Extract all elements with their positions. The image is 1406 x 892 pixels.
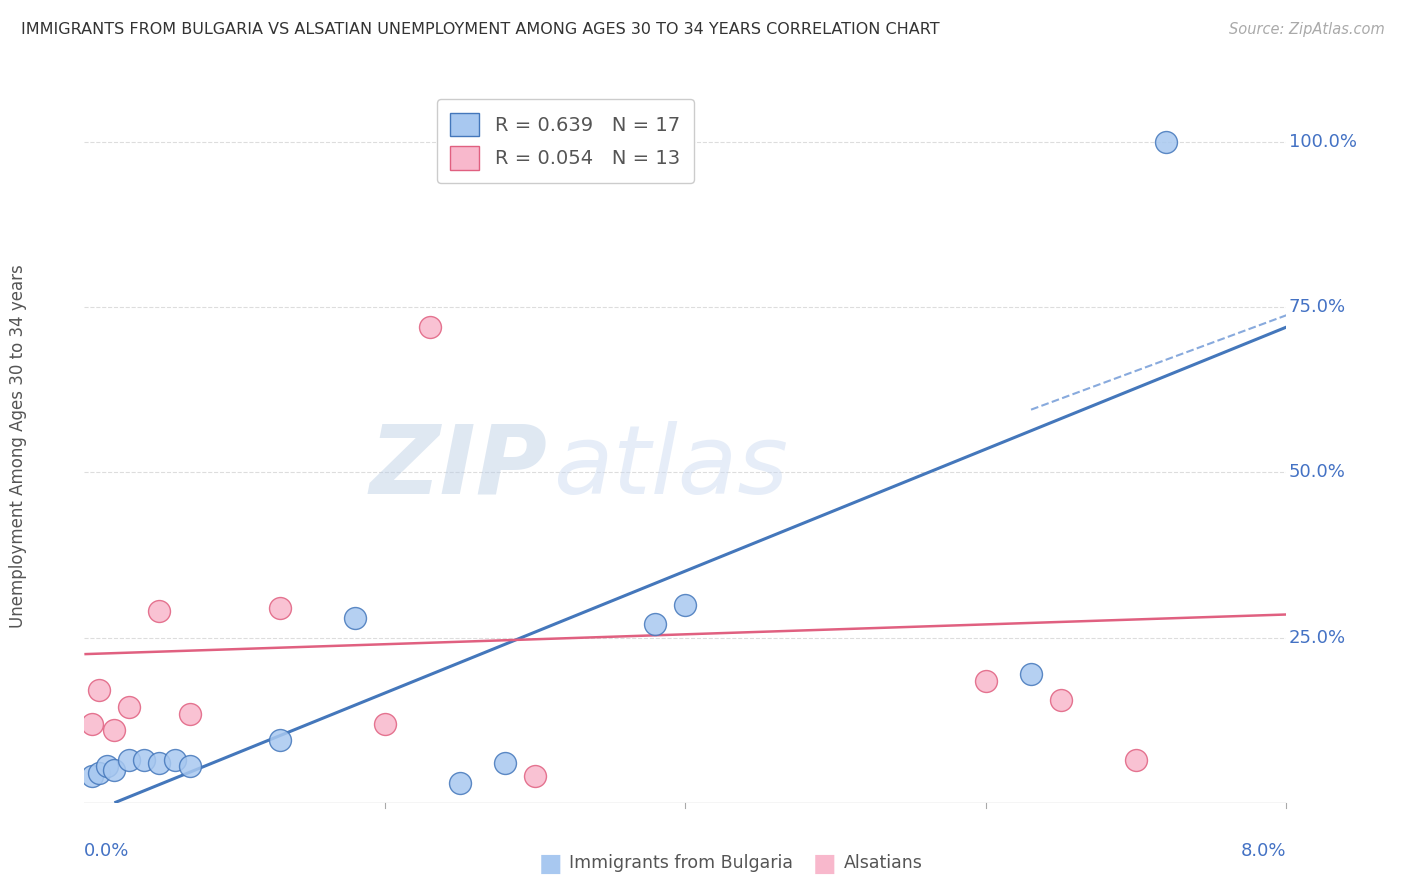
Text: ■: ■ [813, 852, 837, 875]
Point [419, 320, 441, 334]
Text: Alsatians: Alsatians [844, 855, 922, 872]
Point [494, 756, 516, 771]
Text: IMMIGRANTS FROM BULGARIA VS ALSATIAN UNEMPLOYMENT AMONG AGES 30 TO 34 YEARS CORR: IMMIGRANTS FROM BULGARIA VS ALSATIAN UNE… [21, 22, 939, 37]
Text: Source: ZipAtlas.com: Source: ZipAtlas.com [1229, 22, 1385, 37]
Point [163, 753, 186, 767]
Point [1156, 135, 1178, 149]
Text: ■: ■ [538, 852, 562, 875]
Point [148, 604, 170, 618]
Point [179, 759, 201, 773]
Point [96, 759, 118, 773]
Point [524, 769, 547, 783]
Point [269, 733, 291, 747]
Point [343, 611, 366, 625]
Point [80, 716, 103, 731]
Point [1050, 693, 1073, 707]
Point [80, 769, 103, 783]
Text: 25.0%: 25.0% [1289, 629, 1346, 647]
Legend: R = 0.639   N = 17, R = 0.054   N = 13: R = 0.639 N = 17, R = 0.054 N = 13 [437, 99, 693, 184]
Text: Unemployment Among Ages 30 to 34 years: Unemployment Among Ages 30 to 34 years [10, 264, 27, 628]
Text: atlas: atlas [553, 421, 789, 514]
Text: 100.0%: 100.0% [1289, 133, 1357, 151]
Text: Immigrants from Bulgaria: Immigrants from Bulgaria [569, 855, 793, 872]
Point [103, 763, 125, 777]
Point [103, 723, 125, 738]
Text: ZIP: ZIP [370, 421, 547, 514]
Point [974, 673, 997, 688]
Point [118, 700, 141, 714]
Point [89, 766, 111, 780]
Point [179, 706, 201, 721]
Point [89, 683, 111, 698]
Point [134, 753, 156, 767]
Point [1125, 753, 1147, 767]
Point [675, 598, 697, 612]
Point [644, 617, 666, 632]
Point [118, 753, 141, 767]
Text: 75.0%: 75.0% [1289, 298, 1346, 317]
Point [1019, 667, 1042, 681]
Point [449, 776, 471, 790]
Point [148, 756, 170, 771]
Text: 8.0%: 8.0% [1241, 842, 1286, 860]
Text: 0.0%: 0.0% [84, 842, 129, 860]
Point [269, 600, 291, 615]
Point [374, 716, 396, 731]
Text: 50.0%: 50.0% [1289, 464, 1346, 482]
